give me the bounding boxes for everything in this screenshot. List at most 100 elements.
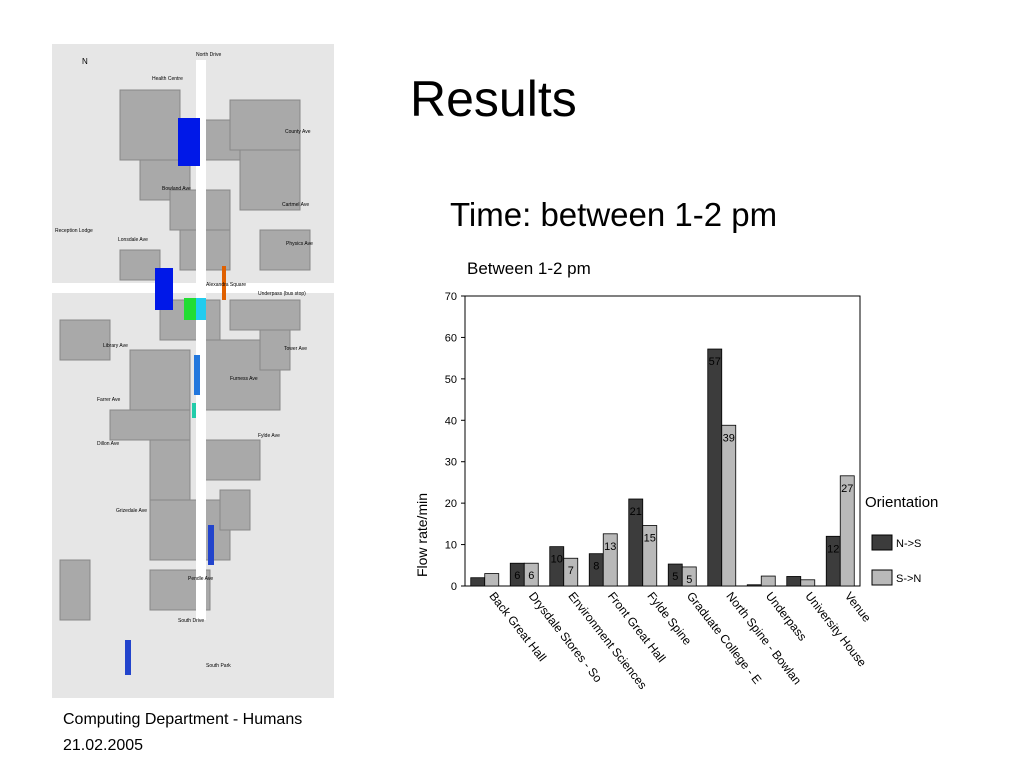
map-marker xyxy=(208,525,214,565)
legend-swatch xyxy=(871,569,893,586)
map-label: Alexandra Square xyxy=(206,282,246,288)
map-label: Library Ave xyxy=(103,343,128,349)
map-marker xyxy=(194,355,200,395)
map-label: North Drive xyxy=(196,52,222,58)
bar xyxy=(642,525,658,587)
footer-date: 21.02.2005 xyxy=(63,737,143,754)
y-tick-label: 10 xyxy=(445,540,457,552)
data-label: 5 xyxy=(686,574,692,586)
y-tick-label: 30 xyxy=(445,457,457,469)
slide-subtitle: Time: between 1-2 pm xyxy=(450,196,777,233)
bar xyxy=(602,533,618,587)
map-label: N xyxy=(82,57,88,66)
bar xyxy=(721,424,737,587)
y-tick-label: 0 xyxy=(451,581,457,593)
bar xyxy=(484,573,500,587)
map-building xyxy=(229,99,301,151)
footer-text: Computing Department - Humans xyxy=(63,711,302,728)
map-label: Tower Ave xyxy=(284,346,307,352)
map-building xyxy=(59,559,91,621)
map-marker xyxy=(184,298,198,320)
map-building xyxy=(259,329,291,371)
map-label: Bowland Ave xyxy=(162,186,191,192)
map-building xyxy=(219,489,251,531)
map-label: Lonsdale Ave xyxy=(118,237,148,243)
data-label: 8 xyxy=(593,561,599,573)
map-label: Dillon Ave xyxy=(97,441,119,447)
y-tick-label: 20 xyxy=(445,498,457,510)
map-label: Physics Ave xyxy=(286,241,313,247)
map-label: South Park xyxy=(206,663,231,669)
map-building xyxy=(119,249,161,281)
y-tick-label: 50 xyxy=(445,374,457,386)
y-tick-label: 60 xyxy=(445,332,457,344)
map-label: Furness Ave xyxy=(230,376,258,382)
x-tick-label: North Spine - Bowlan xyxy=(723,589,804,687)
bar xyxy=(800,579,816,587)
legend-label: N->S xyxy=(896,538,921,550)
x-tick-label: Venue xyxy=(842,589,874,625)
map-building xyxy=(59,319,111,361)
data-label: 10 xyxy=(551,554,563,566)
bar xyxy=(523,562,539,587)
map-label: Health Centre xyxy=(152,76,183,82)
map-marker xyxy=(222,266,226,300)
y-tick-label: 70 xyxy=(445,291,457,303)
map-building xyxy=(229,299,301,331)
bar xyxy=(746,584,762,587)
bar xyxy=(760,575,776,587)
plot-frame xyxy=(464,295,861,587)
bar xyxy=(786,576,802,587)
map-road xyxy=(52,283,334,293)
data-label: 12 xyxy=(827,543,839,555)
data-label: 57 xyxy=(709,356,721,368)
slide-title: Results xyxy=(410,71,577,127)
map-building xyxy=(259,229,311,271)
map-building xyxy=(149,499,231,561)
map-building xyxy=(149,439,191,501)
map-label: South Drive xyxy=(178,618,204,624)
map-marker xyxy=(178,118,200,166)
map-marker xyxy=(192,403,196,418)
data-label: 15 xyxy=(644,533,656,545)
data-label: 39 xyxy=(723,432,735,444)
data-label: 13 xyxy=(604,541,616,553)
data-label: 5 xyxy=(672,571,678,583)
chart-title: Between 1-2 pm xyxy=(467,259,591,278)
map-building xyxy=(129,349,191,411)
map-label: Pendle Ave xyxy=(188,576,213,582)
map-building xyxy=(109,409,191,441)
data-label: 7 xyxy=(568,565,574,577)
y-tick-label: 40 xyxy=(445,415,457,427)
map-label: Cartmel Ave xyxy=(282,202,309,208)
bar xyxy=(839,475,855,587)
data-label: 6 xyxy=(514,570,520,582)
legend-label: S->N xyxy=(896,573,921,585)
bar xyxy=(563,557,579,587)
map-label: County Ave xyxy=(285,129,311,135)
legend-title: Orientation xyxy=(865,494,938,511)
data-label: 27 xyxy=(841,483,853,495)
legend-swatch xyxy=(871,534,893,551)
data-label: 6 xyxy=(528,570,534,582)
bar xyxy=(549,546,565,587)
map-marker xyxy=(196,298,206,320)
map: N North Drive Health Centre Bowland Ave Coun… xyxy=(52,52,334,675)
y-axis-label: Flow rate/min xyxy=(414,493,430,577)
map-building xyxy=(119,89,181,161)
x-tick-label: Drysdale Stores - So xyxy=(526,589,605,685)
map-marker xyxy=(125,640,131,675)
bar xyxy=(470,577,486,587)
x-tick-label: Graduate College - E xyxy=(684,589,764,686)
map-building xyxy=(199,439,261,481)
map-label: Grizedale Ave xyxy=(116,508,147,514)
map-marker xyxy=(155,268,173,310)
map-label: Reception Lodge xyxy=(55,228,93,234)
map-label: Underpass (bus stop) xyxy=(258,291,306,297)
map-label: Fylde Ave xyxy=(258,433,280,439)
bar xyxy=(681,566,697,587)
map-building xyxy=(239,149,301,211)
bar xyxy=(707,348,723,587)
